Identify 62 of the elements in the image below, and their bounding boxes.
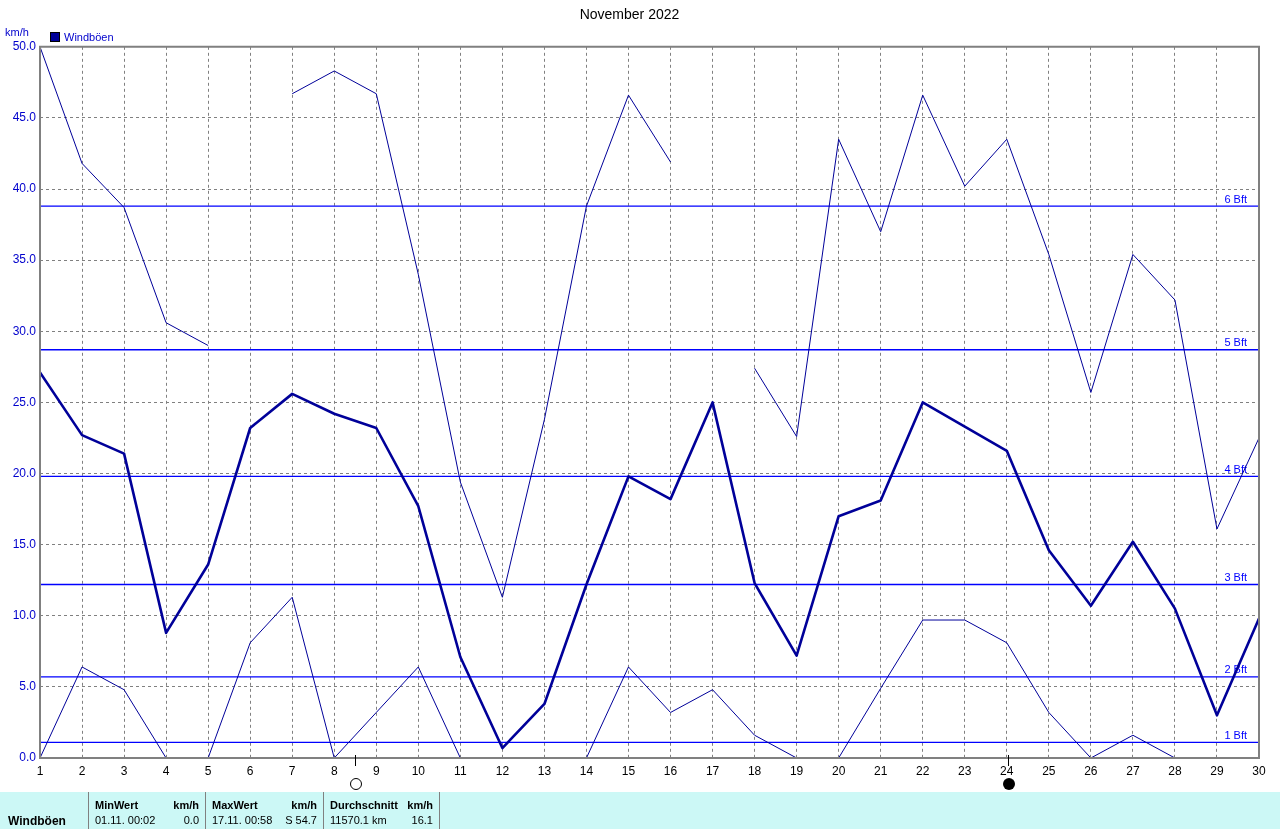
text: MaxWert (212, 799, 258, 811)
legend-label: Windböen (64, 31, 114, 43)
x-tick-label: 10 (411, 763, 426, 778)
text: S 54.7 (285, 814, 317, 826)
text: km/h (291, 799, 317, 811)
x-tick-label: 22 (916, 763, 930, 778)
ref-line-label: 5 Bft (1224, 336, 1247, 349)
x-tick-label: 24 (1000, 763, 1014, 778)
text: Durchschnitt (330, 799, 398, 811)
x-tick-label: 6 (246, 763, 254, 778)
y-tick-label: 10.0 (12, 608, 37, 623)
ref-line-label: 1 Bft (1224, 728, 1247, 741)
y-axis-title: km/h (5, 26, 29, 38)
text: Windböen (8, 814, 66, 828)
x-tick-label: 28 (1168, 763, 1182, 778)
x-tick-label: 2 (78, 763, 86, 778)
x-tick-label: 15 (621, 763, 636, 778)
x-tick-label: 1 (36, 763, 44, 778)
ref-line-label: 4 Bft (1224, 462, 1247, 475)
x-tick-label: 25 (1042, 763, 1056, 778)
x-tick-label: 27 (1126, 763, 1140, 778)
x-tick-label: 9 (372, 763, 380, 778)
y-tick-label: 30.0 (12, 323, 37, 338)
x-tick-label: 26 (1084, 763, 1098, 778)
chart-title: November 2022 (579, 6, 680, 23)
x-tick-label: 12 (495, 763, 510, 778)
y-tick-label: 35.0 (12, 252, 37, 267)
x-tick-label: 17 (705, 763, 720, 778)
x-tick-label: 19 (789, 763, 804, 778)
y-tick-label: 15.0 (12, 536, 37, 551)
x-tick-label: 30 (1252, 763, 1266, 778)
x-tick-label: 11 (454, 763, 467, 778)
y-tick-label: 25.0 (12, 394, 37, 409)
text: 16.1 (411, 814, 433, 826)
x-tick-label: 7 (288, 763, 296, 778)
text: 17.11. 00:58 (212, 814, 273, 826)
x-tick-label: 14 (579, 763, 594, 778)
y-tick-label: 5.0 (19, 679, 37, 694)
text: km/h (407, 799, 433, 811)
text: 0.0 (183, 814, 199, 826)
y-tick-label: 40.0 (12, 181, 37, 196)
ref-line-label: 3 Bft (1224, 571, 1247, 583)
x-tick-label: 29 (1210, 763, 1224, 778)
y-tick-label: 20.0 (12, 465, 37, 480)
x-tick-label: 13 (537, 763, 552, 778)
ref-line-label: 6 Bft (1224, 192, 1247, 205)
y-tick-label: 45.0 (12, 110, 37, 125)
x-tick-label: 5 (204, 763, 212, 778)
x-tick-label: 20 (831, 763, 846, 778)
text: 11570.1 km (330, 814, 387, 826)
x-tick-label: 16 (663, 763, 678, 778)
y-tick-label: 50.0 (12, 39, 37, 54)
x-tick-label: 3 (120, 763, 128, 778)
text: km/h (173, 799, 199, 811)
y-tick-label: 0.0 (19, 750, 37, 765)
x-tick-label: 8 (330, 763, 338, 778)
text: 01.11. 00:02 (95, 814, 156, 826)
x-tick-label: 18 (747, 763, 762, 778)
x-tick-label: 21 (874, 763, 888, 778)
text: MinWert (95, 799, 139, 811)
x-tick-label: 23 (958, 763, 972, 778)
x-tick-label: 4 (162, 763, 170, 778)
